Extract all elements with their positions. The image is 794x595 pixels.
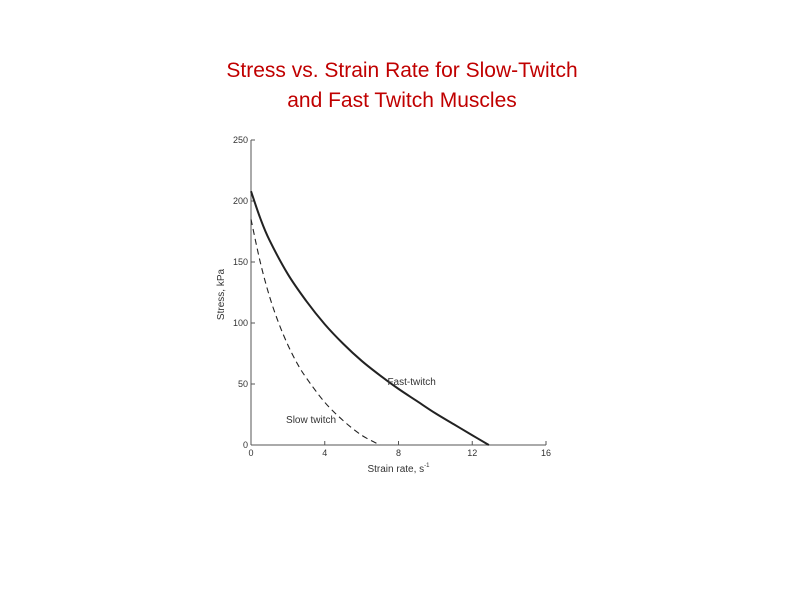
y-tick-label: 150 — [233, 257, 248, 267]
x-axis-label-superscript: -1 — [424, 463, 430, 469]
series-label-slow-twitch: Slow twitch — [286, 415, 336, 426]
y-tick-label: 0 — [243, 440, 248, 450]
y-tick-label: 100 — [233, 318, 248, 328]
x-tick-label: 0 — [248, 448, 253, 458]
x-tick-label: 16 — [541, 448, 551, 458]
series-line-slow-twitch — [250, 219, 381, 446]
chart-labels: Stress, kPa Strain rate, s-1 Fast-twitch… — [216, 269, 436, 475]
chart-axes — [250, 140, 546, 446]
x-axis-label: Strain rate, s-1 — [367, 463, 430, 475]
x-tick-label: 8 — [396, 448, 401, 458]
y-tick-label: 200 — [233, 196, 248, 206]
chart-title-line-1: Stress vs. Strain Rate for Slow-Twitch — [226, 59, 578, 82]
chart-series — [250, 190, 490, 446]
y-axis-label: Stress, kPa — [216, 269, 227, 321]
series-label-fast-twitch: Fast-twitch — [387, 377, 435, 388]
x-tick-label: 12 — [467, 448, 477, 458]
chart-ticks: 0 50 100 150 200 250 0 4 8 12 16 — [233, 135, 551, 458]
x-tick-label: 4 — [322, 448, 327, 458]
x-axis-label-text: Strain rate, s — [367, 464, 424, 475]
y-tick-label: 50 — [238, 379, 248, 389]
chart-title: Stress vs. Strain Rate for Slow-Twitch a… — [0, 56, 794, 116]
y-tick-label: 250 — [233, 135, 248, 145]
chart-title-line-2: and Fast Twitch Muscles — [287, 89, 517, 112]
series-line-fast-twitch — [250, 190, 490, 446]
